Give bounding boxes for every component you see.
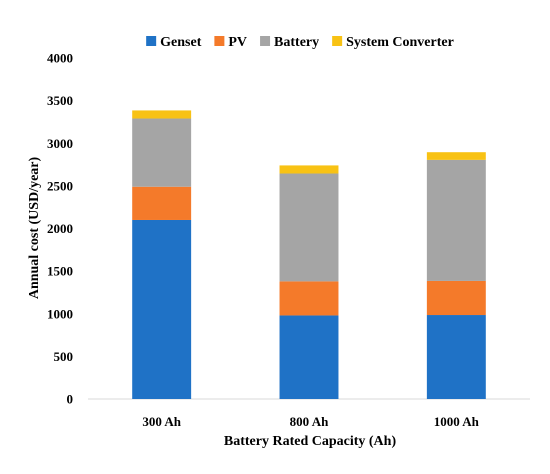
- legend-swatch-pv: [214, 36, 225, 46]
- y-axis-title: Annual cost (USD/year): [27, 157, 42, 300]
- y-tick-label-2000: 2000: [47, 221, 73, 236]
- bar-stack-300-ah: [132, 110, 192, 399]
- bar-battery-300-ah: [132, 118, 192, 187]
- bar-pv-800-ah: [279, 281, 339, 316]
- bar-stacks: [132, 110, 486, 399]
- y-tick-label-4000: 4000: [47, 51, 73, 66]
- bar-battery-800-ah: [279, 173, 339, 282]
- bar-pv-300-ah: [132, 186, 192, 220]
- bar-pv-1000-ah: [426, 280, 486, 316]
- chart-legend: Genset PV Battery System Converter: [146, 35, 454, 50]
- y-tick-label-3500: 3500: [47, 93, 73, 108]
- legend-swatch-genset: [146, 36, 157, 46]
- x-axis-title: Battery Rated Capacity (Ah): [224, 434, 397, 449]
- bar-system-converter-1000-ah: [426, 152, 486, 160]
- x-axis: 300 Ah 800 Ah 1000 Ah: [88, 398, 530, 429]
- legend-swatch-system-converter: [332, 36, 343, 46]
- bar-stack-800-ah: [279, 165, 339, 399]
- bar-system-converter-300-ah: [132, 110, 192, 119]
- y-tick-label-1500: 1500: [47, 264, 73, 279]
- y-tick-label-0: 0: [67, 392, 74, 407]
- legend-label-genset: Genset: [160, 35, 202, 50]
- legend-item-system-converter: System Converter: [332, 35, 454, 50]
- bar-battery-1000-ah: [426, 159, 486, 281]
- x-tick-label-800-ah: 800 Ah: [290, 414, 329, 429]
- bar-genset-800-ah: [279, 315, 339, 399]
- x-tick-label-1000-ah: 1000 Ah: [434, 414, 480, 429]
- bar-genset-300-ah: [132, 219, 192, 399]
- legend-swatch-battery: [260, 36, 271, 46]
- legend-label-battery: Battery: [274, 35, 319, 50]
- legend-label-pv: PV: [228, 35, 247, 50]
- bar-genset-1000-ah: [426, 315, 486, 399]
- x-tick-label-300-ah: 300 Ah: [142, 414, 181, 429]
- bar-stack-1000-ah: [426, 152, 486, 399]
- bar-system-converter-800-ah: [279, 165, 339, 174]
- y-axis: 0 500 1000 1500 2000 2500 3000 3500 4000: [47, 51, 73, 407]
- y-tick-label-500: 500: [54, 349, 74, 364]
- y-tick-label-2500: 2500: [47, 178, 73, 193]
- y-tick-label-3000: 3000: [47, 136, 73, 151]
- legend-label-system-converter: System Converter: [346, 35, 454, 50]
- y-tick-label-1000: 1000: [47, 306, 73, 321]
- legend-item-genset: Genset: [146, 35, 202, 50]
- legend-item-battery: Battery: [260, 35, 319, 50]
- legend-item-pv: PV: [214, 35, 247, 50]
